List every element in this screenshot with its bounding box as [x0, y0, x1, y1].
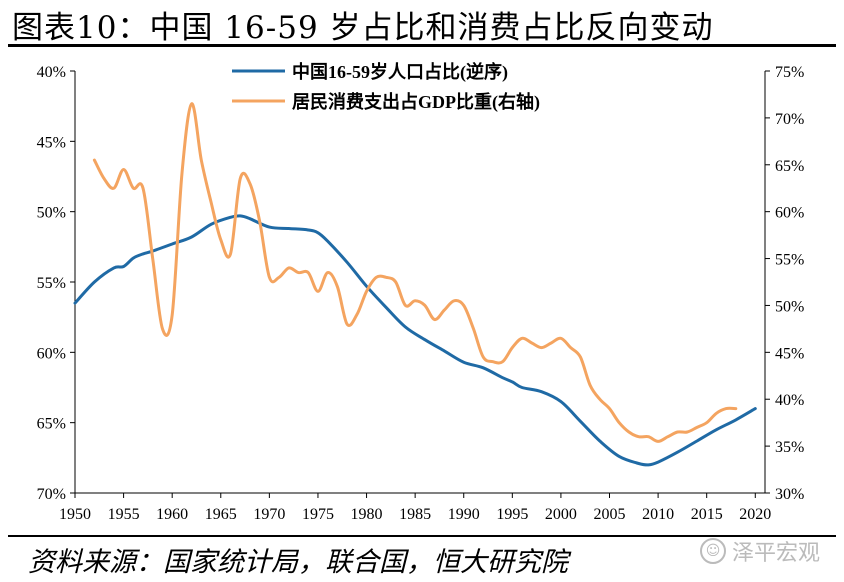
right-tick-label: 60% — [775, 205, 804, 222]
line-chart: 40% 45% 50% 55% 60% 65% 70% 30% 35% 40% 45% 50% 55%… — [37, 61, 805, 523]
right-tick-label: 55% — [775, 252, 804, 269]
left-tick-label: 40% — [37, 64, 66, 81]
x-tick-label: 1960 — [156, 506, 188, 523]
right-tick-label: 35% — [775, 439, 804, 456]
x-tick-label: 1965 — [205, 506, 237, 523]
left-tick-label: 60% — [37, 345, 66, 362]
source-note: 资料来源：国家统计局，联合国，恒大研究院 — [28, 547, 568, 578]
x-tick-label: 2015 — [691, 506, 723, 523]
x-tick-label: 1990 — [448, 506, 480, 523]
x-tick-label: 2000 — [545, 506, 577, 523]
x-tick-label: 1995 — [496, 506, 528, 523]
x-tick-label: 1955 — [108, 506, 140, 523]
left-tick-label: 45% — [37, 134, 66, 151]
right-tick-label: 40% — [775, 392, 804, 409]
x-tick-label: 1985 — [399, 506, 431, 523]
x-tick-label: 2010 — [642, 506, 674, 523]
chat-bubble-icon: ☺ — [700, 538, 726, 564]
left-tick-label: 70% — [37, 486, 66, 503]
chart-title: 图表10：中国 16-59 岁占比和消费占比反向变动 — [12, 10, 714, 46]
x-tick-label: 1975 — [302, 506, 334, 523]
right-tick-label: 30% — [775, 486, 804, 503]
population-series-line — [73, 214, 757, 467]
consumption-series-line — [92, 102, 738, 443]
x-tick-label: 2020 — [739, 506, 771, 523]
right-tick-label: 45% — [775, 345, 804, 362]
legend-label-population: 中国16-59岁人口占比(逆序) — [292, 61, 508, 83]
x-tick-label: 1980 — [351, 506, 383, 523]
right-tick-label: 70% — [775, 111, 804, 128]
watermark: ☺ 泽平宏观 — [700, 535, 820, 567]
x-tick-label: 1950 — [59, 506, 91, 523]
left-tick-label: 65% — [37, 416, 66, 433]
x-tick-label: 1970 — [253, 506, 285, 523]
source-rule — [8, 535, 836, 537]
right-tick-label: 50% — [775, 298, 804, 315]
x-tick-label: 2005 — [594, 506, 626, 523]
watermark-text: 泽平宏观 — [732, 541, 821, 566]
title-rule — [8, 44, 836, 47]
legend-label-consumption: 居民消费支出占GDP比重(右轴) — [292, 91, 540, 113]
right-tick-label: 75% — [775, 64, 804, 81]
left-tick-label: 50% — [37, 205, 66, 222]
right-tick-label: 65% — [775, 158, 804, 175]
left-tick-label: 55% — [37, 275, 66, 292]
